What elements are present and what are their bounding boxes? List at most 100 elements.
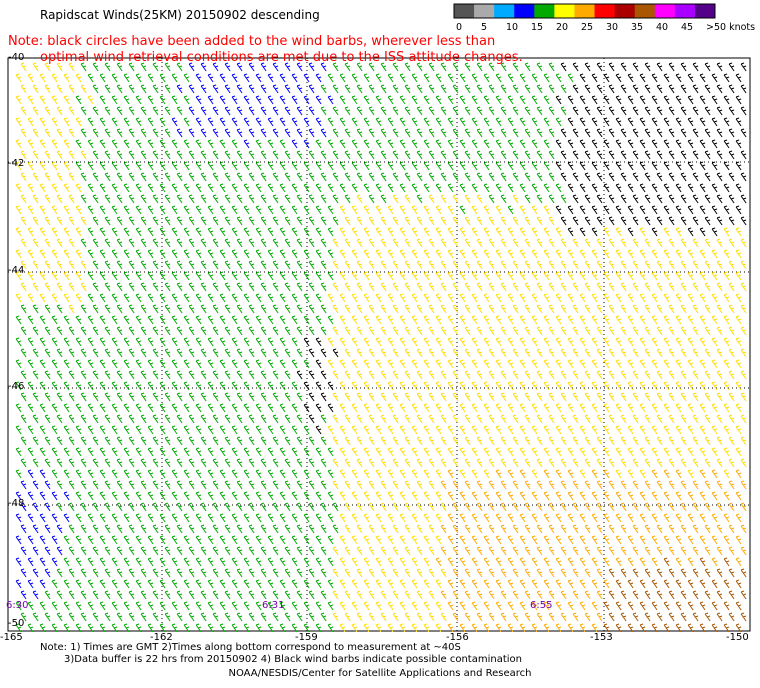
wind-barb — [728, 194, 735, 204]
wind-barb — [279, 535, 286, 545]
wind-barb — [128, 370, 135, 380]
wind-barb — [608, 282, 615, 292]
wind-barb — [104, 414, 111, 424]
map-frame — [7, 57, 751, 632]
wind-barb — [416, 370, 423, 380]
wind-barb — [255, 249, 262, 259]
wind-barb — [291, 579, 298, 589]
wind-barb — [692, 436, 699, 446]
wind-barb — [243, 381, 250, 391]
wind-barb — [740, 326, 747, 336]
wind-barb — [548, 282, 555, 292]
wind-barb — [272, 84, 279, 94]
wind-barb — [483, 315, 490, 325]
wind-barb — [608, 612, 615, 622]
wind-barb — [567, 601, 574, 611]
wind-barb — [435, 227, 442, 237]
wind-barb — [200, 392, 207, 402]
wind-barb — [356, 458, 363, 468]
wind-barb — [668, 150, 675, 160]
wind-barb — [476, 612, 483, 622]
wind-barb — [728, 326, 735, 336]
wind-barb — [459, 513, 466, 523]
wind-barb — [627, 227, 634, 237]
wind-barb — [27, 425, 34, 435]
wind-barb — [375, 447, 382, 457]
wind-barb — [351, 403, 358, 413]
wind-barb — [519, 183, 526, 193]
wind-barb — [548, 150, 555, 160]
wind-barb — [716, 304, 723, 314]
wind-barb — [375, 513, 382, 523]
wind-barb — [692, 282, 699, 292]
wind-barb — [740, 172, 747, 182]
wind-barb — [183, 557, 190, 567]
wind-barb — [392, 568, 399, 578]
pass-time-label: 6:31 — [262, 600, 285, 611]
wind-barb — [476, 370, 483, 380]
wind-barb — [735, 359, 742, 369]
wind-barb — [99, 557, 106, 567]
wind-barb — [512, 260, 519, 270]
wind-barb — [87, 579, 94, 589]
wind-barb — [315, 403, 322, 413]
wind-barb — [723, 95, 730, 105]
wind-barb — [399, 447, 406, 457]
wind-barb — [267, 447, 274, 457]
wind-barb — [296, 590, 303, 600]
wind-barb — [471, 183, 478, 193]
wind-barb — [680, 238, 687, 248]
wind-barb — [591, 227, 598, 237]
wind-barb — [296, 348, 303, 358]
wind-barb — [140, 546, 147, 556]
wind-barb — [620, 348, 627, 358]
wind-barb — [483, 95, 490, 105]
wind-barb — [579, 315, 586, 325]
wind-barb — [459, 447, 466, 457]
wind-barb — [63, 381, 70, 391]
wind-barb — [284, 62, 291, 72]
wind-barb — [536, 260, 543, 270]
wind-barb — [536, 150, 543, 160]
wind-barb — [704, 568, 711, 578]
wind-barb — [87, 73, 94, 83]
wind-barb — [327, 513, 334, 523]
wind-barb — [603, 623, 610, 633]
wind-barb — [591, 95, 598, 105]
wind-barb — [171, 579, 178, 589]
wind-barb — [56, 524, 63, 534]
wind-barb — [656, 84, 663, 94]
wind-barb — [351, 161, 358, 171]
wind-barb — [416, 502, 423, 512]
wind-barb — [411, 557, 418, 567]
wind-barb — [92, 590, 99, 600]
wind-barb — [735, 557, 742, 567]
wind-barb — [740, 524, 747, 534]
wind-barb — [488, 194, 495, 204]
wind-barb — [236, 546, 243, 556]
wind-barb — [63, 623, 70, 633]
wind-barb — [279, 183, 286, 193]
wind-barb — [495, 425, 502, 435]
wind-barb — [344, 524, 351, 534]
wind-barb — [116, 62, 123, 72]
wind-barb — [524, 304, 531, 314]
wind-barb — [56, 128, 63, 138]
wind-barb — [212, 282, 219, 292]
wind-barb — [435, 447, 442, 457]
wind-barb — [423, 293, 430, 303]
wind-barb — [15, 95, 22, 105]
wind-barb — [207, 579, 214, 589]
wind-barb — [291, 249, 298, 259]
wind-barb — [267, 183, 274, 193]
wind-barb — [15, 227, 22, 237]
wind-barb — [248, 84, 255, 94]
wind-barb — [500, 62, 507, 72]
wind-barb — [92, 546, 99, 556]
wind-barb — [579, 139, 586, 149]
wind-barb — [80, 216, 87, 226]
wind-barb — [615, 183, 622, 193]
wind-barb — [123, 205, 130, 215]
wind-barb — [483, 271, 490, 281]
